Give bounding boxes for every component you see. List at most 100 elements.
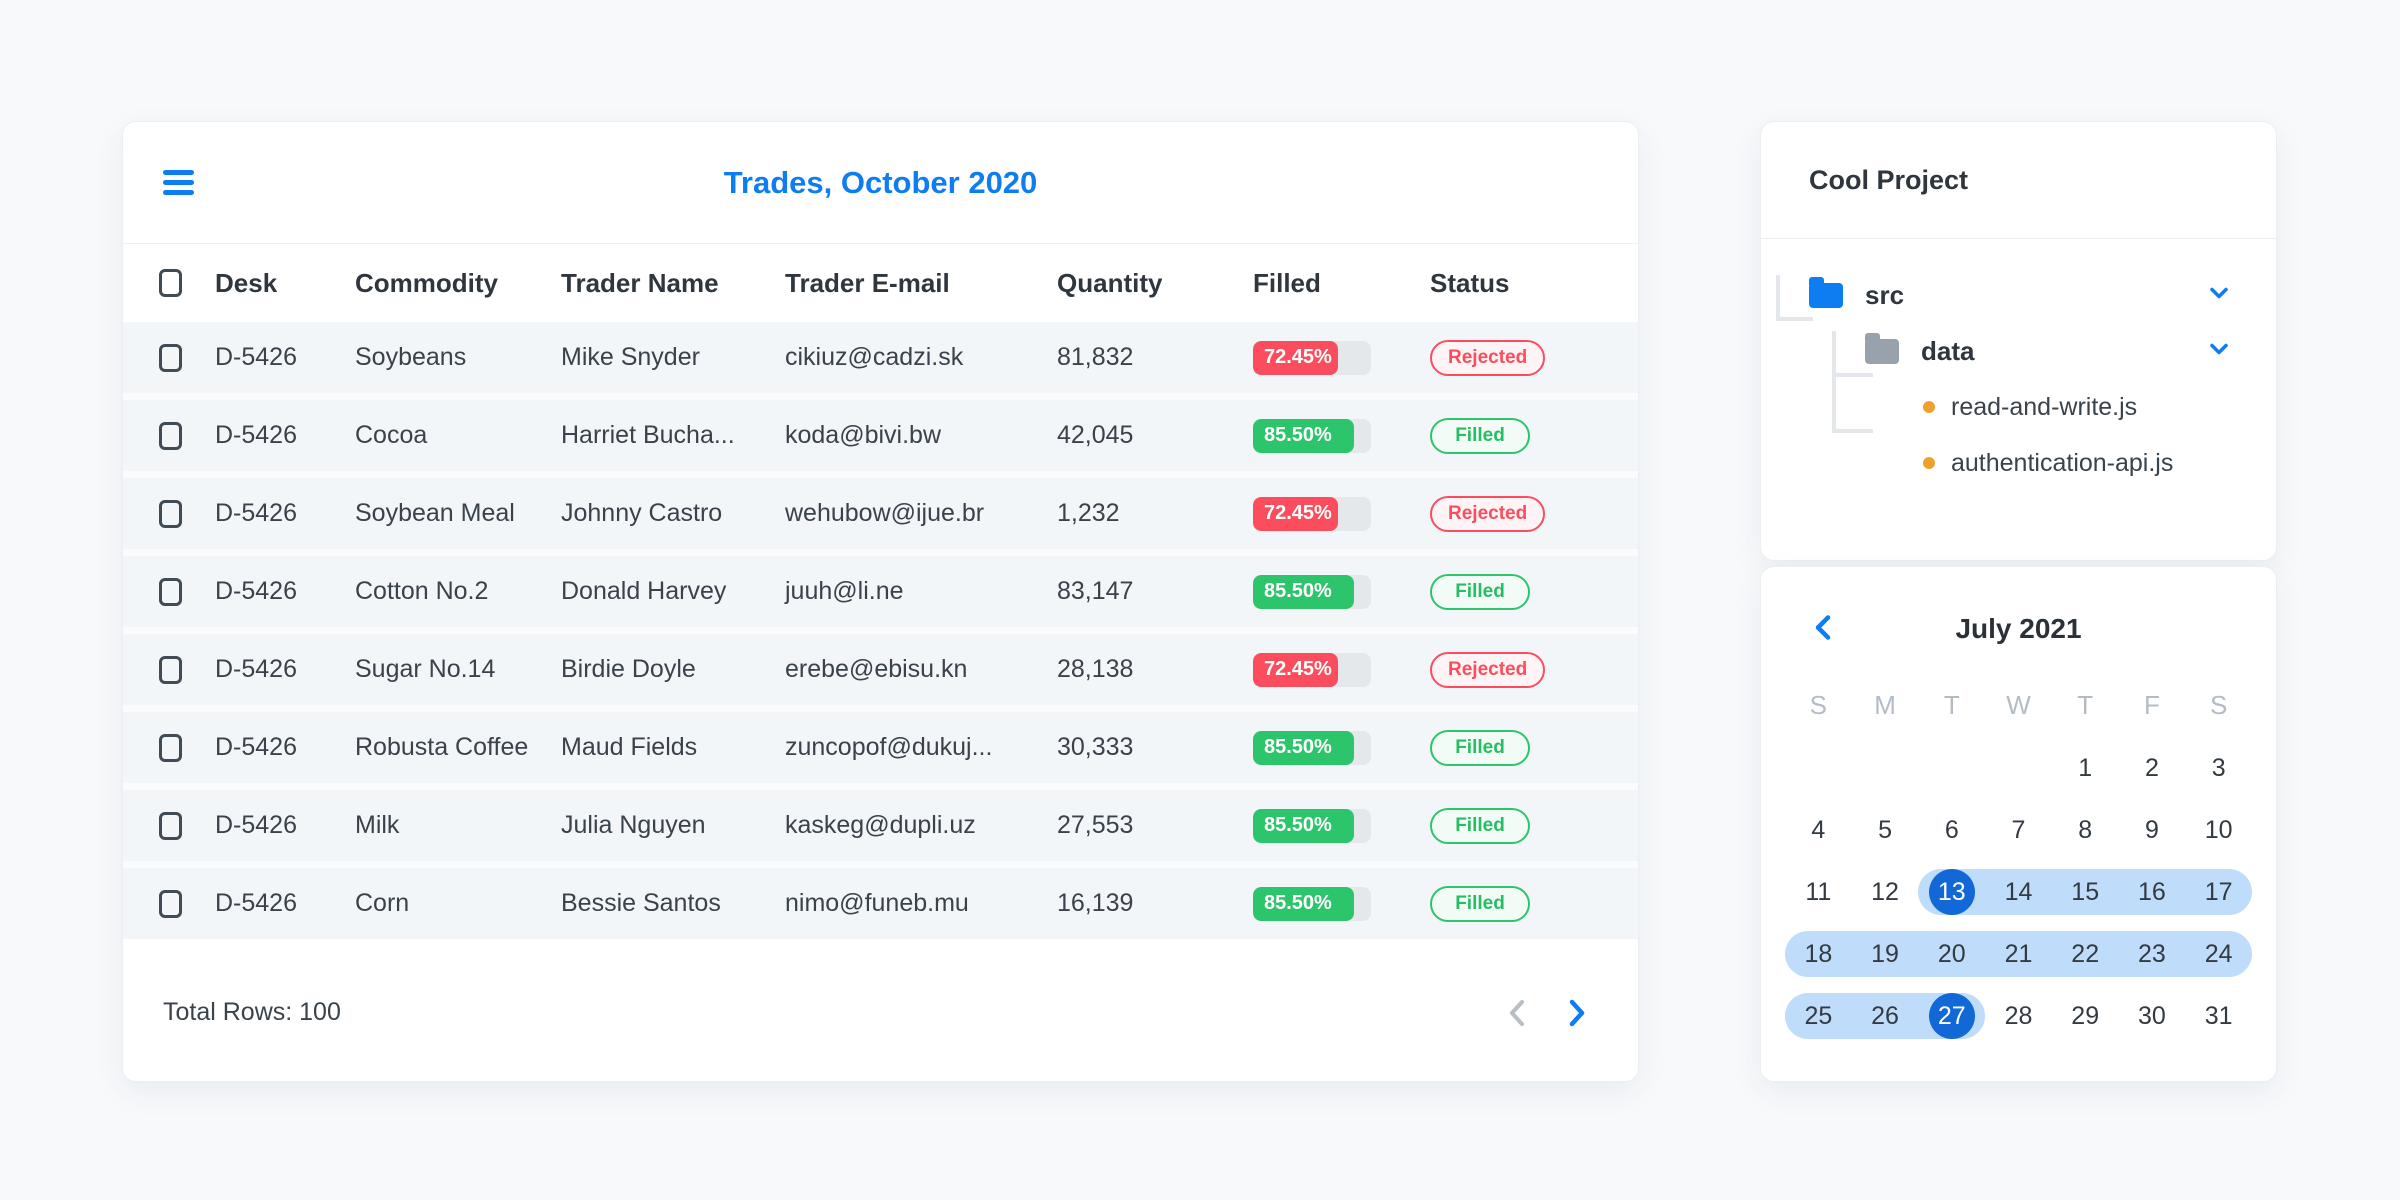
status-badge: Rejected — [1430, 339, 1546, 376]
total-rows-label: Total Rows: 100 — [163, 998, 341, 1026]
calendar-prev-button[interactable] — [1813, 614, 1833, 645]
folder-icon — [1865, 332, 1899, 364]
row-checkbox[interactable] — [159, 343, 182, 372]
table-row: D-5426 Cocoa Harriet Bucha... koda@bivi.bw 4… — [123, 393, 1638, 471]
calendar-day[interactable]: 24 — [2204, 939, 2233, 968]
select-all-checkbox[interactable] — [159, 269, 182, 297]
cell-commodity: Soybean Meal — [355, 499, 515, 527]
calendar-day-cell: 19 — [1851, 923, 1919, 985]
calendar-day[interactable]: 8 — [2078, 815, 2093, 844]
calendar-day[interactable]: 14 — [2004, 877, 2033, 906]
calendar-day[interactable]: 31 — [2204, 1001, 2233, 1030]
calendar-day[interactable]: 6 — [1944, 815, 1959, 844]
cell-trader-name: Maud Fields — [561, 733, 698, 761]
calendar-day[interactable]: 1 — [2078, 753, 2093, 782]
row-checkbox-cell — [159, 811, 215, 840]
next-page-button[interactable] — [1560, 996, 1594, 1030]
calendar-day-cell: 12 — [1852, 861, 1919, 923]
calendar-range-band — [1918, 931, 1986, 977]
calendar-day[interactable]: 22 — [2071, 939, 2100, 968]
filled-progress-fill: 85.50% — [1253, 730, 1354, 765]
filled-progress-fill: 72.45% — [1253, 496, 1339, 531]
calendar-day-cell: 6 — [1918, 799, 1985, 861]
calendar-day[interactable]: 13 — [1928, 869, 1975, 915]
row-checkbox-cell — [159, 343, 215, 372]
row-checkbox[interactable] — [159, 577, 182, 606]
calendar-day[interactable]: 25 — [1804, 1001, 1833, 1030]
column-header: Quantity — [1057, 267, 1163, 298]
calendar-day[interactable]: 17 — [2204, 877, 2233, 906]
calendar-day[interactable]: 30 — [2138, 1001, 2166, 1030]
calendar-day-cell: 10 — [2185, 799, 2252, 861]
calendar-day[interactable]: 16 — [2138, 877, 2166, 906]
row-checkbox[interactable] — [159, 889, 182, 918]
chevron-right-icon — [1569, 999, 1585, 1026]
calendar-day[interactable]: 27 — [1928, 993, 1975, 1039]
calendar-day-cell: 16 — [2118, 861, 2186, 923]
cell-quantity: 81,832 — [1057, 343, 1134, 371]
row-checkbox-cell — [159, 499, 215, 528]
cell-commodity: Milk — [355, 811, 400, 839]
table-row: D-5426 Soybean Meal Johnny Castro wehubow@i… — [123, 471, 1638, 549]
tree-item-data[interactable]: data — [1809, 323, 2232, 379]
calendar-day[interactable]: 19 — [1871, 939, 1899, 968]
filled-progress-fill: 72.45% — [1253, 340, 1339, 375]
calendar-day[interactable]: 21 — [2004, 939, 2033, 968]
row-checkbox[interactable] — [159, 499, 182, 528]
tree-item-src[interactable]: src — [1809, 267, 2232, 323]
chevron-left-icon — [1510, 999, 1524, 1026]
calendar-day[interactable]: 11 — [1805, 877, 1832, 906]
filled-progress: 85.50% — [1253, 574, 1371, 609]
cell-commodity: Cotton No.2 — [355, 577, 489, 605]
calendar-day-cell: 9 — [2119, 799, 2186, 861]
status-badge: Rejected — [1430, 495, 1546, 532]
file-tree-card: Cool Project src data read-and-write.js aut… — [1760, 121, 2277, 561]
calendar-day-cell: 25 — [1785, 985, 1852, 1047]
cell-trader-name: Mike Snyder — [561, 343, 700, 371]
row-checkbox[interactable] — [159, 421, 182, 450]
calendar-day-header: W — [2006, 689, 2031, 720]
row-checkbox[interactable] — [159, 811, 182, 840]
cell-commodity: Corn — [355, 889, 410, 917]
calendar-day[interactable]: 26 — [1871, 1001, 1899, 1030]
chevron-down-icon[interactable] — [2206, 280, 2232, 311]
calendar-day[interactable]: 29 — [2071, 1001, 2100, 1030]
table-row: D-5426 Soybeans Mike Snyder cikiuz@cadzi.sk… — [123, 322, 1638, 393]
calendar-day[interactable]: 23 — [2138, 939, 2166, 968]
row-checkbox-cell — [159, 577, 215, 606]
calendar-day[interactable]: 12 — [1871, 877, 1899, 906]
calendar-range-band — [2185, 869, 2252, 915]
cell-desk: D-5426 — [215, 343, 297, 371]
row-checkbox[interactable] — [159, 655, 182, 684]
prev-page-button[interactable] — [1500, 996, 1534, 1030]
filled-progress: 85.50% — [1253, 808, 1371, 843]
chevron-down-icon[interactable] — [2206, 336, 2232, 367]
calendar-day[interactable]: 18 — [1804, 939, 1833, 968]
tree-item-authentication-api-js[interactable]: authentication-api.js — [1809, 435, 2232, 491]
calendar-day-cell: 11 — [1785, 861, 1852, 923]
table-row: D-5426 Sugar No.14 Birdie Doyle erebe@ebisu… — [123, 627, 1638, 705]
filled-progress-fill: 72.45% — [1253, 652, 1339, 687]
cell-status: Filled — [1430, 729, 1638, 766]
calendar-day[interactable]: 20 — [1937, 939, 1966, 968]
calendar-day[interactable]: 4 — [1811, 815, 1826, 844]
row-checkbox[interactable] — [159, 733, 182, 762]
calendar-empty-cell — [1985, 737, 2052, 799]
calendar-day[interactable]: 3 — [2211, 753, 2226, 782]
menu-icon[interactable] — [163, 163, 209, 203]
calendar-day[interactable]: 7 — [2011, 815, 2026, 844]
row-checkbox-cell — [159, 421, 215, 450]
calendar-day[interactable]: 5 — [1878, 815, 1893, 844]
status-badge: Filled — [1430, 807, 1530, 844]
calendar-day[interactable]: 2 — [2144, 753, 2159, 782]
calendar-day-cell: 28 — [1985, 985, 2052, 1047]
calendar-day[interactable]: 28 — [2004, 1001, 2033, 1030]
calendar-day[interactable]: 15 — [2071, 877, 2100, 906]
chevron-left-icon — [1815, 615, 1831, 640]
filled-progress: 72.45% — [1253, 496, 1371, 531]
calendar-day[interactable]: 10 — [2204, 815, 2233, 844]
cell-desk: D-5426 — [215, 811, 297, 839]
trades-table-card: Trades, October 2020 Desk Commodity Trader… — [122, 121, 1639, 1082]
calendar-day[interactable]: 9 — [2144, 815, 2159, 844]
tree-item-read-and-write-js[interactable]: read-and-write.js — [1809, 379, 2232, 435]
